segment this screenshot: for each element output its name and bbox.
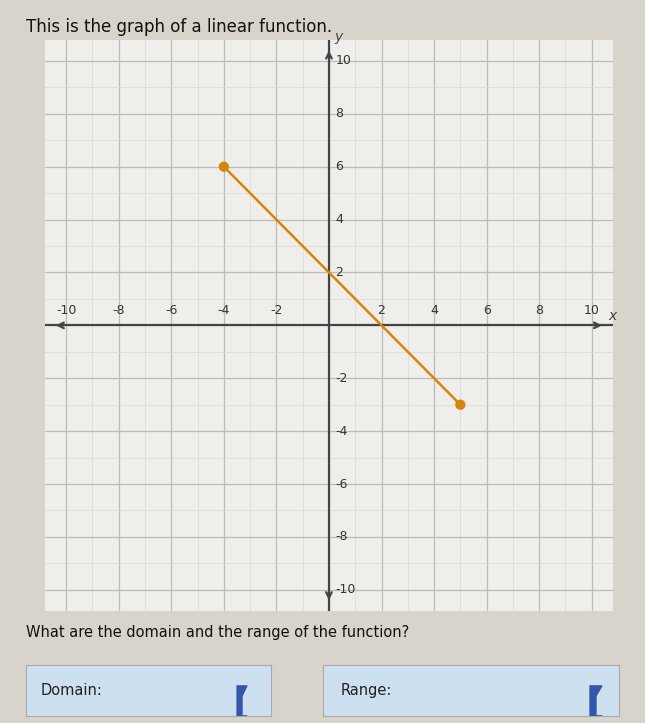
Text: 2: 2 xyxy=(335,266,343,279)
Text: -4: -4 xyxy=(217,304,230,317)
Text: 6: 6 xyxy=(482,304,491,317)
Text: -6: -6 xyxy=(335,477,348,490)
Text: -2: -2 xyxy=(270,304,283,317)
Text: This is the graph of a linear function.: This is the graph of a linear function. xyxy=(26,18,332,36)
Text: 6: 6 xyxy=(335,161,343,174)
Text: y: y xyxy=(334,30,342,43)
Point xyxy=(455,399,466,411)
Text: -2: -2 xyxy=(335,372,348,385)
Text: -10: -10 xyxy=(56,304,76,317)
Text: Range:: Range: xyxy=(341,683,392,698)
Text: -10: -10 xyxy=(335,583,356,596)
Text: x: x xyxy=(609,309,617,323)
Text: -8: -8 xyxy=(112,304,125,317)
Text: 10: 10 xyxy=(335,54,352,67)
Text: 2: 2 xyxy=(377,304,386,317)
Text: 4: 4 xyxy=(335,213,343,226)
Text: -6: -6 xyxy=(165,304,177,317)
Text: -4: -4 xyxy=(335,424,348,437)
Text: 10: 10 xyxy=(584,304,600,317)
Text: 8: 8 xyxy=(535,304,543,317)
Text: Domain:: Domain: xyxy=(41,683,103,698)
Text: 4: 4 xyxy=(430,304,438,317)
Text: What are the domain and the range of the function?: What are the domain and the range of the… xyxy=(26,625,409,641)
Text: 8: 8 xyxy=(335,107,344,120)
Text: -8: -8 xyxy=(335,531,348,544)
Point xyxy=(219,161,229,173)
